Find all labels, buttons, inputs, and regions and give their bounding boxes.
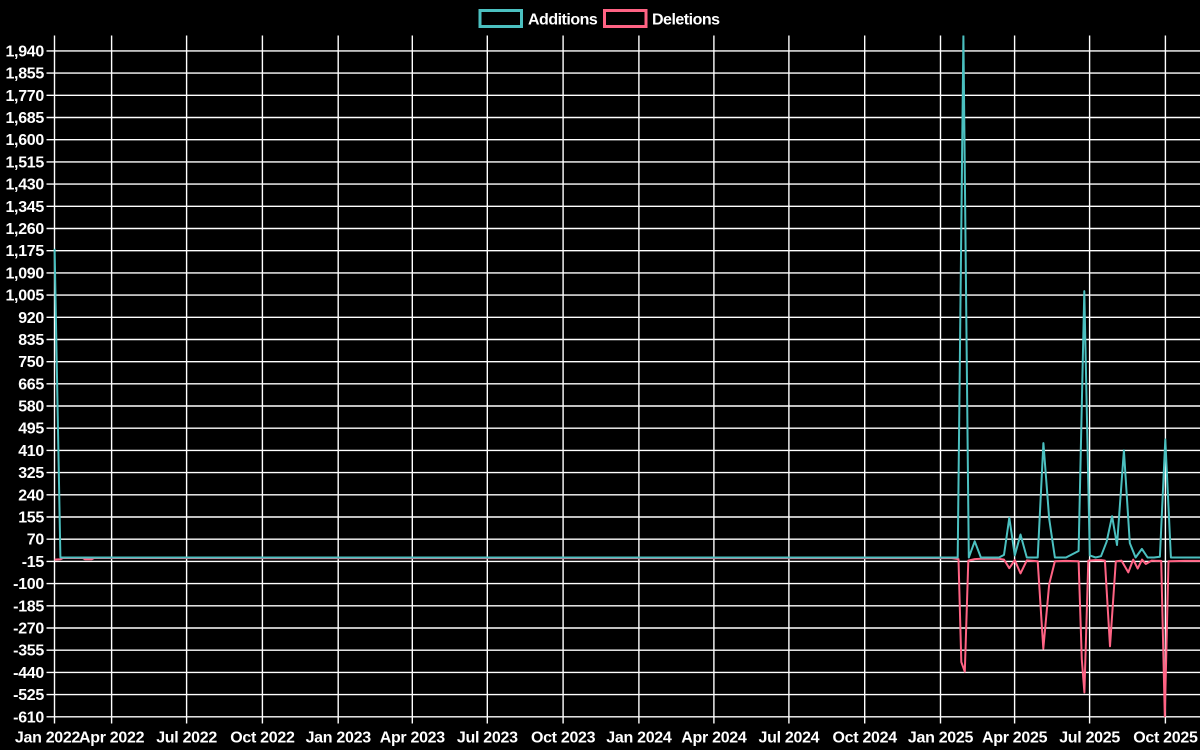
svg-text:Oct 2024: Oct 2024 xyxy=(833,730,898,747)
svg-text:Apr 2023: Apr 2023 xyxy=(380,730,446,747)
svg-text:1,430: 1,430 xyxy=(5,177,44,194)
svg-text:-100: -100 xyxy=(13,576,44,593)
svg-text:410: 410 xyxy=(18,443,44,460)
svg-text:Apr 2022: Apr 2022 xyxy=(79,730,145,747)
svg-text:Jan 2022: Jan 2022 xyxy=(15,730,81,747)
svg-text:Jan 2024: Jan 2024 xyxy=(606,730,672,747)
svg-text:Oct 2023: Oct 2023 xyxy=(531,730,596,747)
svg-text:Jul 2024: Jul 2024 xyxy=(759,730,820,747)
svg-text:70: 70 xyxy=(27,532,45,549)
svg-text:920: 920 xyxy=(18,310,44,327)
svg-text:1,515: 1,515 xyxy=(5,154,44,171)
svg-text:-525: -525 xyxy=(13,687,44,704)
svg-text:-440: -440 xyxy=(13,665,44,682)
svg-text:Jul 2023: Jul 2023 xyxy=(457,730,518,747)
svg-text:155: 155 xyxy=(18,510,44,527)
svg-text:1,940: 1,940 xyxy=(5,43,44,60)
svg-text:-15: -15 xyxy=(22,554,45,571)
svg-text:Jul 2022: Jul 2022 xyxy=(156,730,217,747)
svg-text:240: 240 xyxy=(18,487,44,504)
svg-text:-355: -355 xyxy=(13,643,44,660)
svg-text:1,685: 1,685 xyxy=(5,110,44,127)
svg-text:-185: -185 xyxy=(13,598,44,615)
svg-text:495: 495 xyxy=(18,421,44,438)
svg-text:Jul 2025: Jul 2025 xyxy=(1059,730,1120,747)
svg-text:Jan 2023: Jan 2023 xyxy=(306,730,372,747)
svg-text:1,855: 1,855 xyxy=(5,66,44,83)
svg-text:580: 580 xyxy=(18,399,44,416)
svg-text:835: 835 xyxy=(18,332,44,349)
svg-text:-610: -610 xyxy=(13,709,44,726)
svg-text:325: 325 xyxy=(18,465,44,482)
svg-text:1,345: 1,345 xyxy=(5,199,44,216)
svg-text:665: 665 xyxy=(18,376,44,393)
svg-text:1,260: 1,260 xyxy=(5,221,44,238)
svg-text:Oct 2025: Oct 2025 xyxy=(1133,730,1198,747)
svg-text:Oct 2022: Oct 2022 xyxy=(230,730,295,747)
svg-text:-270: -270 xyxy=(13,621,44,638)
svg-text:1,770: 1,770 xyxy=(5,88,44,105)
svg-text:Additions: Additions xyxy=(528,12,598,29)
svg-text:Jan 2025: Jan 2025 xyxy=(908,730,974,747)
svg-text:1,090: 1,090 xyxy=(5,265,44,282)
svg-text:750: 750 xyxy=(18,354,44,371)
svg-text:Deletions: Deletions xyxy=(652,12,720,29)
svg-text:1,005: 1,005 xyxy=(5,288,44,305)
svg-text:1,175: 1,175 xyxy=(5,243,44,260)
svg-text:Apr 2024: Apr 2024 xyxy=(681,730,747,747)
svg-text:1,600: 1,600 xyxy=(5,132,44,149)
svg-text:Apr 2025: Apr 2025 xyxy=(982,730,1048,747)
